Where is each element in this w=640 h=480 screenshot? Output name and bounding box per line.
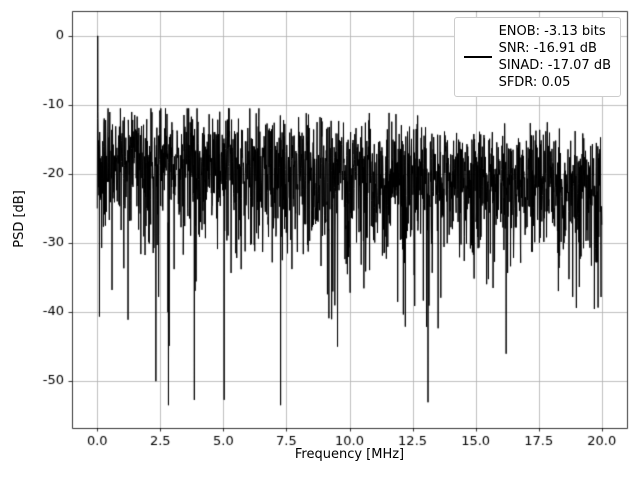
- legend-entry-snr: SNR: -16.91 dB: [498, 41, 597, 56]
- legend-line-sample-icon: [463, 56, 492, 58]
- legend-entry-sfdr: SFDR: 0.05: [498, 75, 571, 90]
- legend-entry-sinad: SINAD: -17.07 dB: [498, 58, 611, 73]
- y-axis-label: PSD [dB]: [12, 190, 27, 248]
- legend-entry-enob: ENOB: -3.13 bits: [498, 24, 606, 39]
- x-axis-label: Frequency [MHz]: [294, 447, 405, 462]
- legend-box: ENOB: -3.13 bits SNR: -16.91 dB SINAD: -…: [453, 17, 621, 97]
